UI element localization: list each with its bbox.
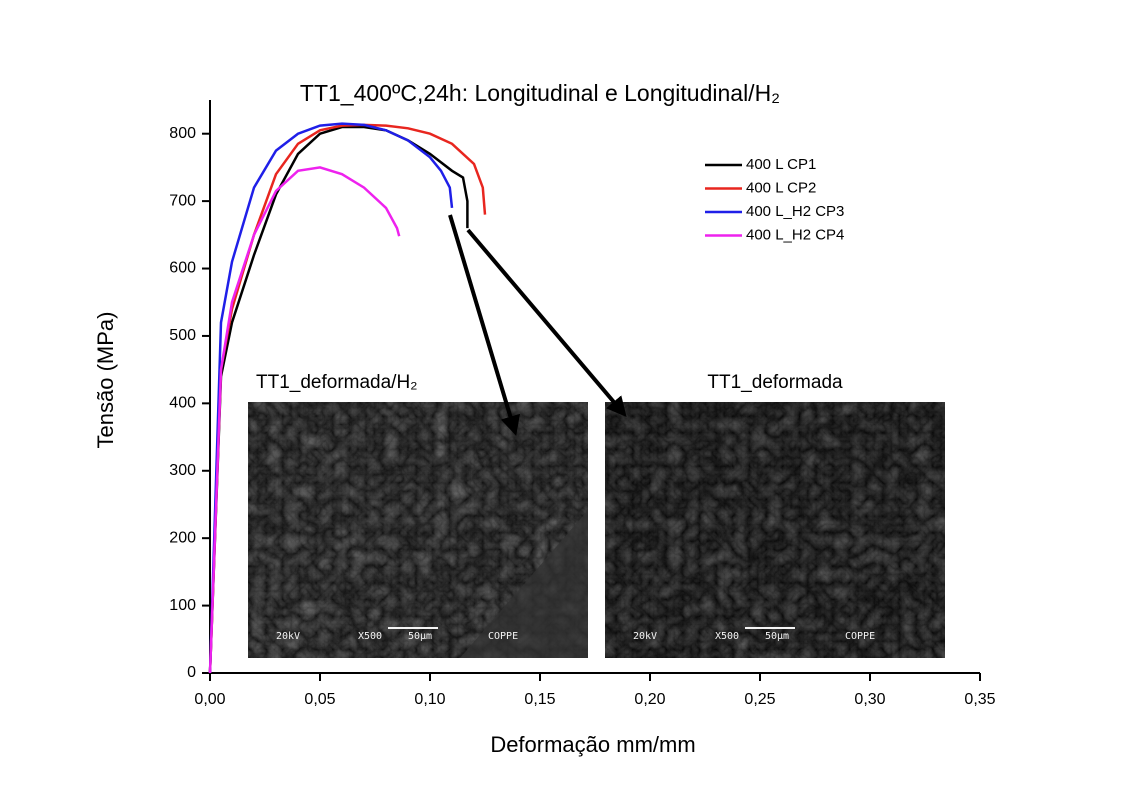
inset-label: TT1_deformada/H₂	[256, 372, 418, 393]
x-tick-label: 0,20	[634, 691, 665, 708]
legend-label: 400 L_H2 CP3	[746, 203, 844, 220]
micrograph-texture	[605, 402, 945, 658]
y-tick-label: 500	[169, 327, 196, 344]
micrograph-text: X500	[358, 631, 382, 642]
x-tick-label: 0,30	[854, 691, 885, 708]
legend-label: 400 L CP1	[746, 156, 816, 173]
x-tick-label: 0,10	[414, 691, 445, 708]
y-tick-label: 600	[169, 260, 196, 277]
arrow	[466, 228, 627, 418]
y-tick-label: 700	[169, 192, 196, 209]
line-series	[208, 166, 401, 674]
inset-left	[248, 402, 588, 658]
inset-label: TT1_deformada	[707, 372, 843, 393]
x-axis-label: Deformação mm/mm	[490, 732, 695, 757]
micrograph-text: 50μm	[765, 631, 789, 642]
y-tick-label: 300	[169, 462, 196, 479]
arrow	[448, 214, 520, 436]
y-tick-label: 100	[169, 597, 196, 614]
micrograph-text: 20kV	[276, 631, 300, 642]
x-tick-label: 0,00	[194, 691, 225, 708]
x-tick-label: 0,15	[524, 691, 555, 708]
micrograph-text: 20kV	[633, 631, 657, 642]
micrograph-text: 50μm	[408, 631, 432, 642]
line-series	[208, 125, 469, 674]
inset-right	[605, 402, 945, 658]
micrograph-text: X500	[715, 631, 739, 642]
x-tick-label: 0,35	[964, 691, 995, 708]
y-tick-label: 800	[169, 125, 196, 142]
x-tick-label: 0,25	[744, 691, 775, 708]
x-tick-label: 0,05	[304, 691, 335, 708]
line-series	[208, 122, 454, 674]
y-axis-label: Tensão (MPa)	[93, 312, 118, 449]
chart-title: TT1_400ºC,24h: Longitudinal e Longitudin…	[300, 80, 780, 106]
micrograph-text: COPPE	[488, 631, 518, 642]
micrograph-text: COPPE	[845, 631, 875, 642]
y-tick-label: 200	[169, 529, 196, 546]
legend-label: 400 L_H2 CP4	[746, 226, 844, 243]
y-tick-label: 400	[169, 395, 196, 412]
legend-label: 400 L CP2	[746, 179, 816, 196]
y-tick-label: 0	[187, 664, 196, 681]
micrograph-shadow	[460, 510, 588, 658]
